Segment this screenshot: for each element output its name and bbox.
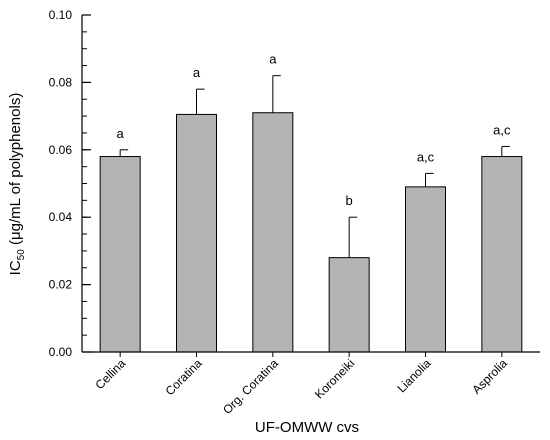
y-tick-label: 0.04: [49, 210, 73, 224]
y-tick-label: 0.10: [49, 8, 73, 22]
x-axis: Cellina Coratina Org. Coratina Koroneiki Lia…: [82, 351, 540, 417]
y-axis: 0.00 0.02 0.04 0.06 0.08 0.10: [49, 8, 91, 359]
x-tick-label: Cellina: [92, 356, 128, 392]
bars: a a a b a,c a,c: [99, 52, 523, 353]
y-tick-label: 0.00: [49, 345, 73, 359]
x-tick-label: Koroneiki: [312, 356, 357, 401]
significance-label: b: [346, 193, 353, 208]
y-tick-label: 0.06: [49, 143, 73, 157]
y-axis-title-rest: (μg/mL of polyphenols): [7, 93, 24, 250]
y-tick-label: 0.02: [49, 278, 73, 292]
bar: [176, 113, 217, 353]
significance-label: a: [269, 52, 277, 67]
bar: [481, 156, 523, 353]
bar: [252, 112, 294, 353]
x-axis-title: UF-OMWW cvs: [255, 419, 359, 436]
significance-label: a,c: [417, 149, 435, 164]
x-tick-label: Coratina: [163, 356, 205, 398]
bar: [99, 156, 141, 353]
significance-label: a,c: [493, 122, 511, 137]
y-axis-title-main: IC: [7, 260, 24, 275]
y-axis-title-subscript: 50: [16, 249, 27, 261]
bar: [405, 186, 446, 353]
x-tick-label: Lianolia: [394, 356, 433, 395]
y-axis-title: IC50 (μg/mL of polyphenols): [7, 93, 27, 276]
x-tick-label: Asprolia: [469, 356, 510, 397]
bar: [328, 257, 370, 353]
x-tick-label: Org. Coratina: [220, 356, 281, 417]
significance-label: a: [193, 65, 201, 80]
significance-label: a: [117, 126, 125, 141]
y-tick-label: 0.08: [49, 75, 73, 89]
